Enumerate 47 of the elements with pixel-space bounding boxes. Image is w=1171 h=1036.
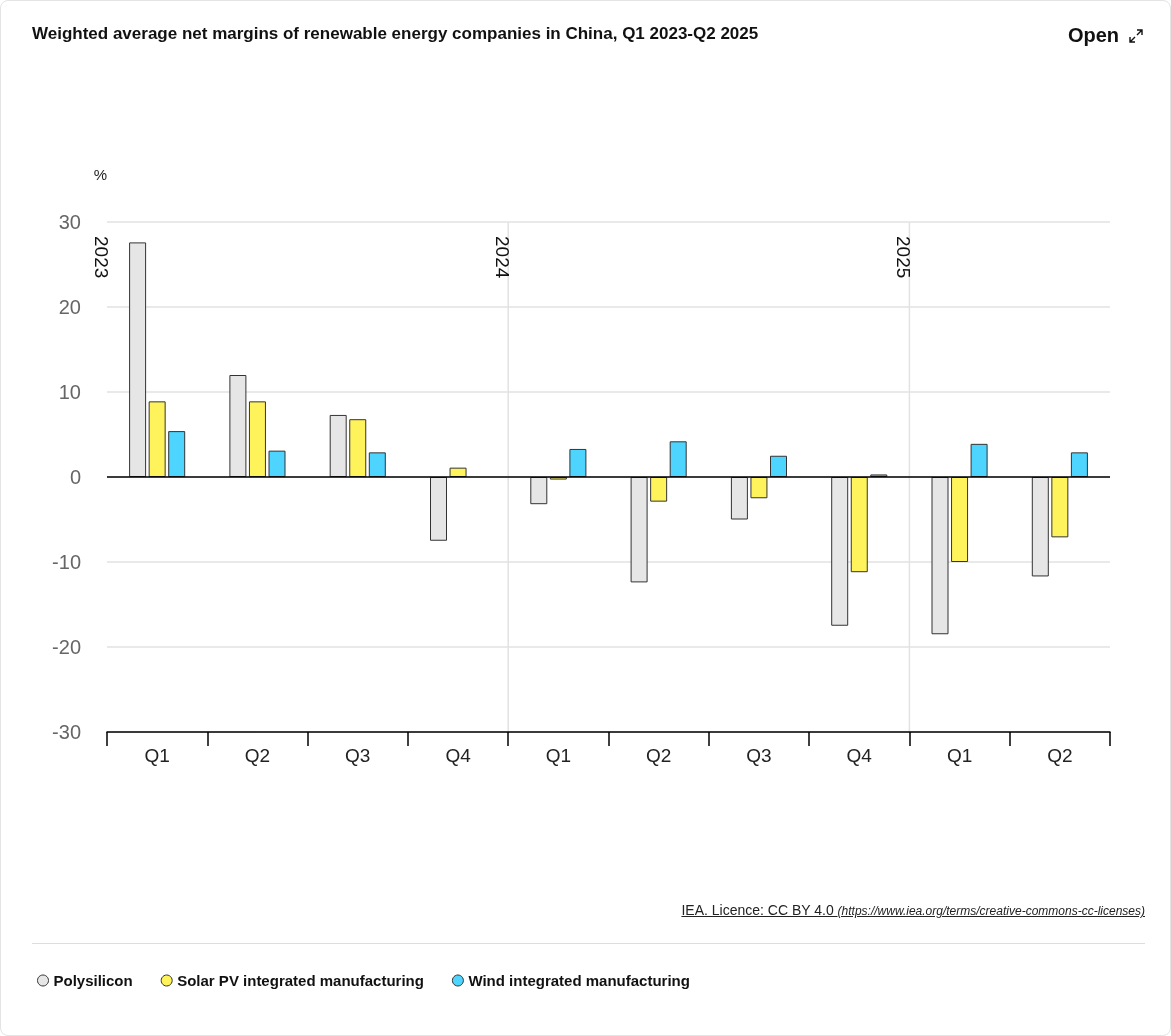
bar: [268, 450, 286, 477]
bar: [730, 477, 748, 520]
x-tick-label: Q2: [244, 745, 271, 766]
bar: [569, 448, 587, 477]
y-tick-label: 20: [58, 296, 81, 318]
bar: [951, 477, 969, 562]
y-tick-label: -10: [52, 551, 81, 573]
bar: [248, 401, 266, 477]
bar: [168, 431, 186, 477]
x-tick-label: Q4: [445, 745, 472, 766]
bar: [1051, 477, 1069, 538]
y-tick-label: -30: [52, 721, 81, 743]
y-tick-label: 30: [58, 211, 81, 233]
legend-label: Polysilicon: [53, 972, 133, 989]
bar: [530, 477, 548, 505]
bar: [1070, 452, 1088, 477]
x-tick-label: Q3: [746, 745, 772, 766]
y-tick-label: -20: [52, 636, 81, 658]
chart-title: Weighted average net margins of renewable energy companies in China, Q1 2023-Q2 2025: [32, 24, 759, 44]
y-axis-title: %: [93, 166, 107, 183]
bar: [770, 455, 787, 477]
bar: [850, 477, 868, 573]
bar: [148, 401, 166, 477]
legend-label: Wind integrated manufacturing: [468, 972, 690, 989]
annotation: 2023: [91, 236, 112, 279]
bar: [970, 443, 988, 477]
bar: [669, 441, 687, 477]
annotation: 2025: [893, 236, 915, 279]
y-tick-label: 0: [69, 466, 81, 488]
text: IEA. Licence: CC BY 4.0 (https://www.iea.org/terms/creative-commons-cc-licenses): [681, 902, 1145, 918]
bar: [349, 419, 367, 477]
x-tick-label: Q1: [144, 745, 170, 766]
bar: [329, 414, 347, 477]
x-tick-label: Q2: [1047, 745, 1073, 766]
annotation: 2024: [492, 236, 514, 279]
bar: [750, 477, 768, 499]
text: Open: [1067, 24, 1119, 47]
legend-label: Solar PV integrated manufacturing: [177, 972, 424, 989]
y-tick-label: 10: [58, 381, 81, 403]
x-tick-label: Q1: [946, 745, 973, 766]
x-tick-label: Q3: [345, 745, 371, 766]
x-tick-label: Q1: [545, 745, 572, 766]
x-tick-label: Q2: [645, 745, 672, 766]
bar: [368, 452, 386, 477]
bar: [650, 477, 668, 502]
x-tick-label: Q4: [846, 745, 873, 766]
bar: [430, 477, 447, 541]
